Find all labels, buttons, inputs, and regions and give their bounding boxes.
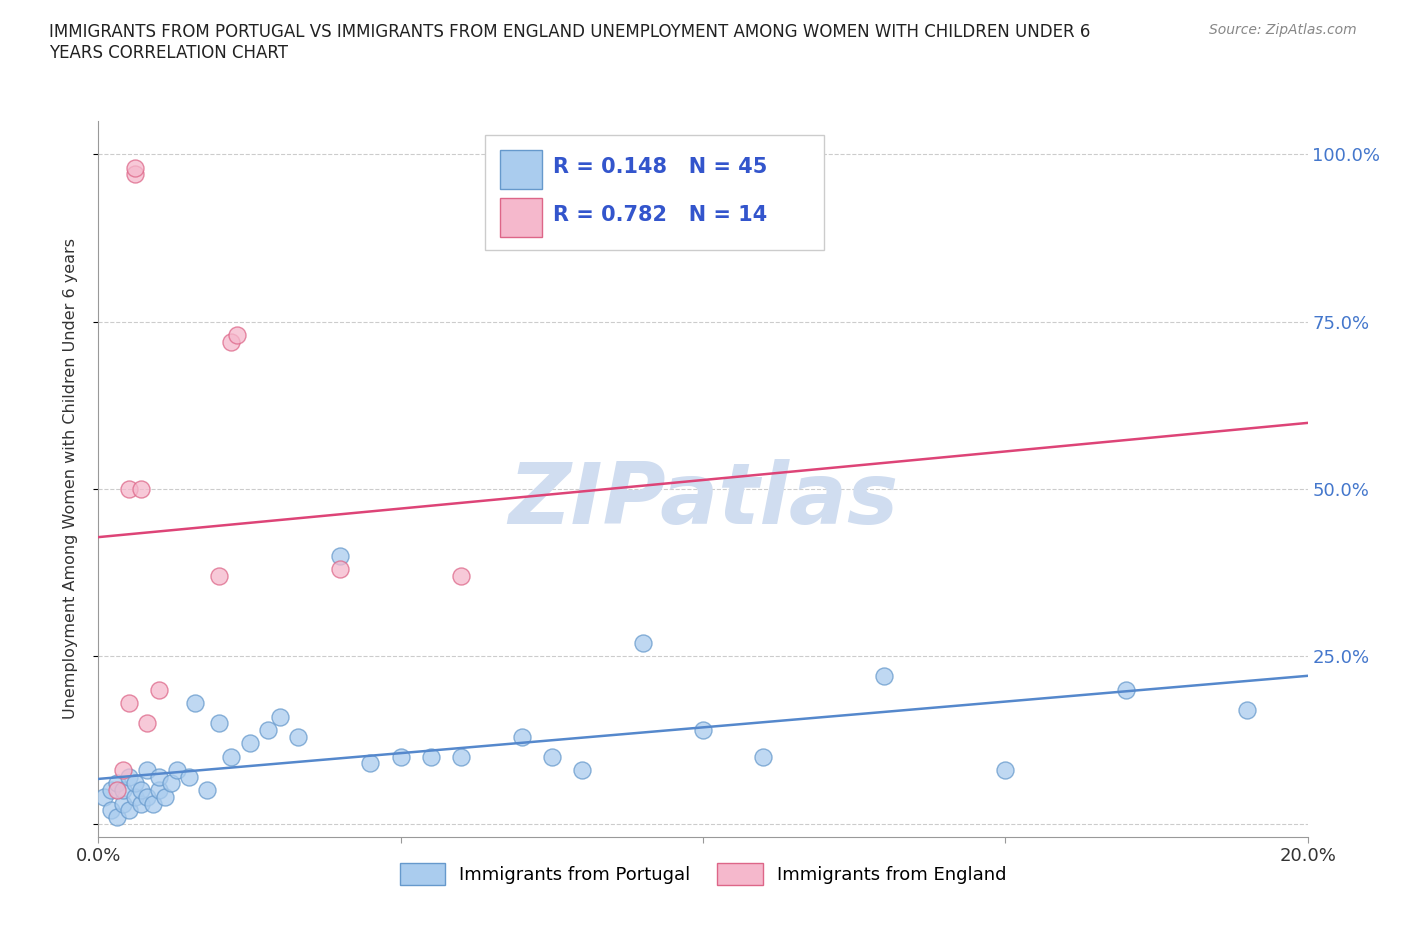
Point — [239, 736, 262, 751]
Point — [148, 769, 170, 784]
Point — [571, 763, 593, 777]
Point — [160, 776, 183, 790]
Point — [124, 160, 146, 175]
Point — [111, 796, 134, 811]
Point — [184, 696, 207, 711]
Point — [135, 716, 157, 731]
Point — [510, 729, 533, 744]
Point — [208, 568, 231, 583]
Point — [179, 769, 201, 784]
Point — [124, 790, 146, 804]
Point — [195, 783, 218, 798]
Point — [221, 334, 243, 349]
Point — [994, 763, 1017, 777]
Point — [148, 783, 170, 798]
Point — [148, 683, 170, 698]
Point — [420, 750, 443, 764]
Point — [118, 696, 141, 711]
Point — [540, 750, 562, 764]
FancyBboxPatch shape — [485, 135, 824, 250]
Text: Source: ZipAtlas.com: Source: ZipAtlas.com — [1209, 23, 1357, 37]
Point — [269, 709, 291, 724]
Point — [287, 729, 309, 744]
Point — [389, 750, 412, 764]
Point — [105, 809, 128, 824]
Point — [226, 327, 249, 342]
Point — [100, 803, 122, 817]
Point — [360, 756, 382, 771]
Point — [692, 723, 714, 737]
Point — [450, 568, 472, 583]
Point — [129, 796, 152, 811]
Point — [118, 769, 141, 784]
Point — [93, 790, 115, 804]
FancyBboxPatch shape — [501, 197, 543, 237]
Point — [450, 750, 472, 764]
Point — [329, 549, 352, 564]
Point — [129, 783, 152, 798]
Point — [873, 669, 896, 684]
Point — [752, 750, 775, 764]
Point — [105, 776, 128, 790]
Point — [124, 776, 146, 790]
Point — [329, 562, 352, 577]
Point — [129, 482, 152, 497]
Point — [1115, 683, 1137, 698]
Point — [111, 763, 134, 777]
Point — [153, 790, 176, 804]
Legend: Immigrants from Portugal, Immigrants from England: Immigrants from Portugal, Immigrants fro… — [392, 856, 1014, 893]
Point — [118, 482, 141, 497]
Point — [631, 635, 654, 650]
Text: ZIPatlas: ZIPatlas — [508, 458, 898, 542]
Point — [124, 167, 146, 182]
Point — [100, 783, 122, 798]
Point — [166, 763, 188, 777]
Point — [1236, 702, 1258, 717]
Point — [142, 796, 165, 811]
Point — [105, 783, 128, 798]
Point — [221, 750, 243, 764]
Y-axis label: Unemployment Among Women with Children Under 6 years: Unemployment Among Women with Children U… — [63, 238, 77, 720]
Point — [208, 716, 231, 731]
Point — [118, 803, 141, 817]
Point — [111, 783, 134, 798]
Point — [256, 723, 278, 737]
Text: IMMIGRANTS FROM PORTUGAL VS IMMIGRANTS FROM ENGLAND UNEMPLOYMENT AMONG WOMEN WIT: IMMIGRANTS FROM PORTUGAL VS IMMIGRANTS F… — [49, 23, 1091, 62]
Text: R = 0.782   N = 14: R = 0.782 N = 14 — [553, 206, 768, 225]
Text: R = 0.148   N = 45: R = 0.148 N = 45 — [553, 157, 768, 178]
Point — [135, 763, 157, 777]
FancyBboxPatch shape — [501, 150, 543, 189]
Point — [135, 790, 157, 804]
